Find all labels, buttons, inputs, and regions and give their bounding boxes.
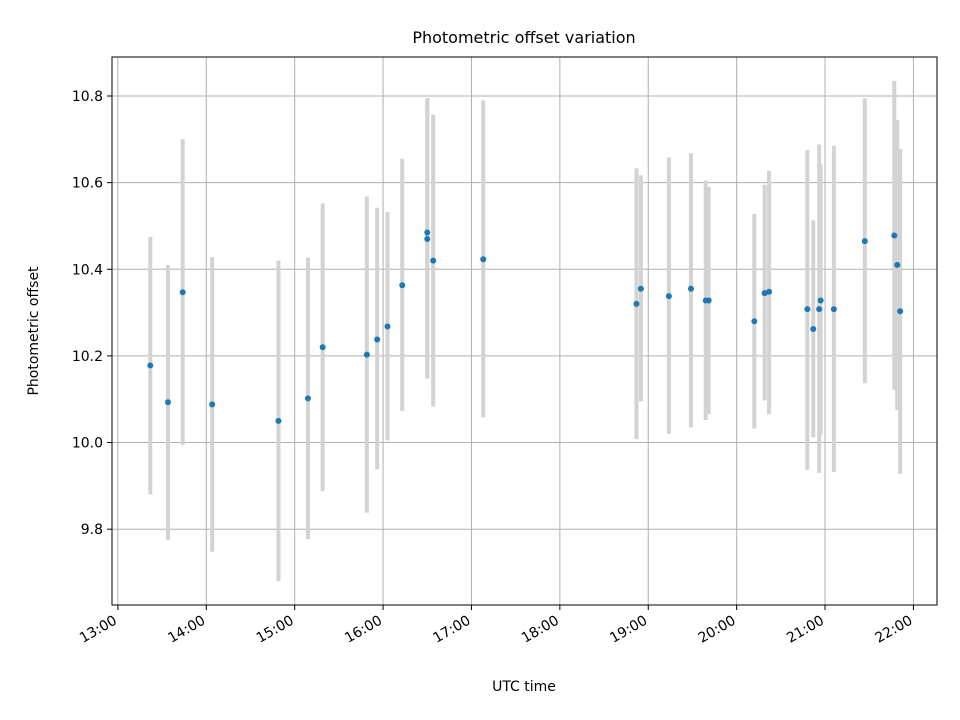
x-tick-label: 14:00 <box>165 613 208 647</box>
data-point <box>810 326 817 333</box>
data-points <box>147 229 904 424</box>
y-tick-label: 9.8 <box>81 522 103 538</box>
x-tick-label: 20:00 <box>696 613 739 647</box>
data-point <box>891 232 898 239</box>
y-tick-label: 10.4 <box>72 262 103 278</box>
x-tick-label: 15:00 <box>254 613 297 647</box>
data-point <box>374 336 381 343</box>
y-tick-label: 10.6 <box>72 176 103 192</box>
data-point <box>480 256 487 263</box>
data-point <box>275 417 282 424</box>
grid <box>112 57 937 605</box>
x-axis-ticks: 13:00 14:00 15:00 16:00 17:00 18:00 19:00 20:00… <box>77 605 915 647</box>
y-axis-ticks: 9.8 10.0 10.2 10.4 10.6 10.8 <box>72 89 112 538</box>
data-point <box>424 229 431 236</box>
x-tick-label: 18:00 <box>519 613 562 647</box>
x-tick-label: 17:00 <box>431 613 474 647</box>
data-point <box>751 318 758 325</box>
data-point <box>897 308 904 315</box>
data-point <box>766 288 773 295</box>
x-tick-label: 19:00 <box>607 613 650 647</box>
chart-title: Photometric offset variation <box>412 28 635 47</box>
y-tick-label: 10.2 <box>72 349 103 365</box>
data-point <box>665 293 672 300</box>
x-tick-label: 13:00 <box>77 613 120 647</box>
data-point <box>430 257 437 264</box>
data-point <box>399 282 406 289</box>
data-point <box>164 399 171 406</box>
data-point <box>633 300 640 307</box>
errorbars <box>148 80 903 582</box>
data-point <box>179 289 186 296</box>
data-point <box>319 344 326 351</box>
data-point <box>817 297 824 304</box>
x-tick-label: 21:00 <box>784 613 827 647</box>
data-point <box>804 306 811 313</box>
data-point <box>894 261 901 268</box>
data-point <box>384 323 391 330</box>
x-axis-label: UTC time <box>492 679 556 695</box>
plot-frame <box>111 56 938 606</box>
data-point <box>816 306 823 313</box>
y-tick-label: 10.8 <box>72 89 103 105</box>
y-tick-label: 10.0 <box>72 436 103 452</box>
data-point <box>363 351 370 358</box>
data-point <box>861 238 868 245</box>
data-point <box>209 401 216 408</box>
data-point <box>147 362 154 369</box>
data-point <box>304 395 311 402</box>
data-point <box>705 297 712 304</box>
data-point <box>637 285 644 292</box>
data-point <box>830 306 837 313</box>
data-point <box>687 285 694 292</box>
x-tick-label: 22:00 <box>872 613 915 647</box>
data-point <box>424 235 431 242</box>
x-tick-label: 16:00 <box>342 613 385 647</box>
y-axis-label: Photometric offset <box>26 266 42 396</box>
